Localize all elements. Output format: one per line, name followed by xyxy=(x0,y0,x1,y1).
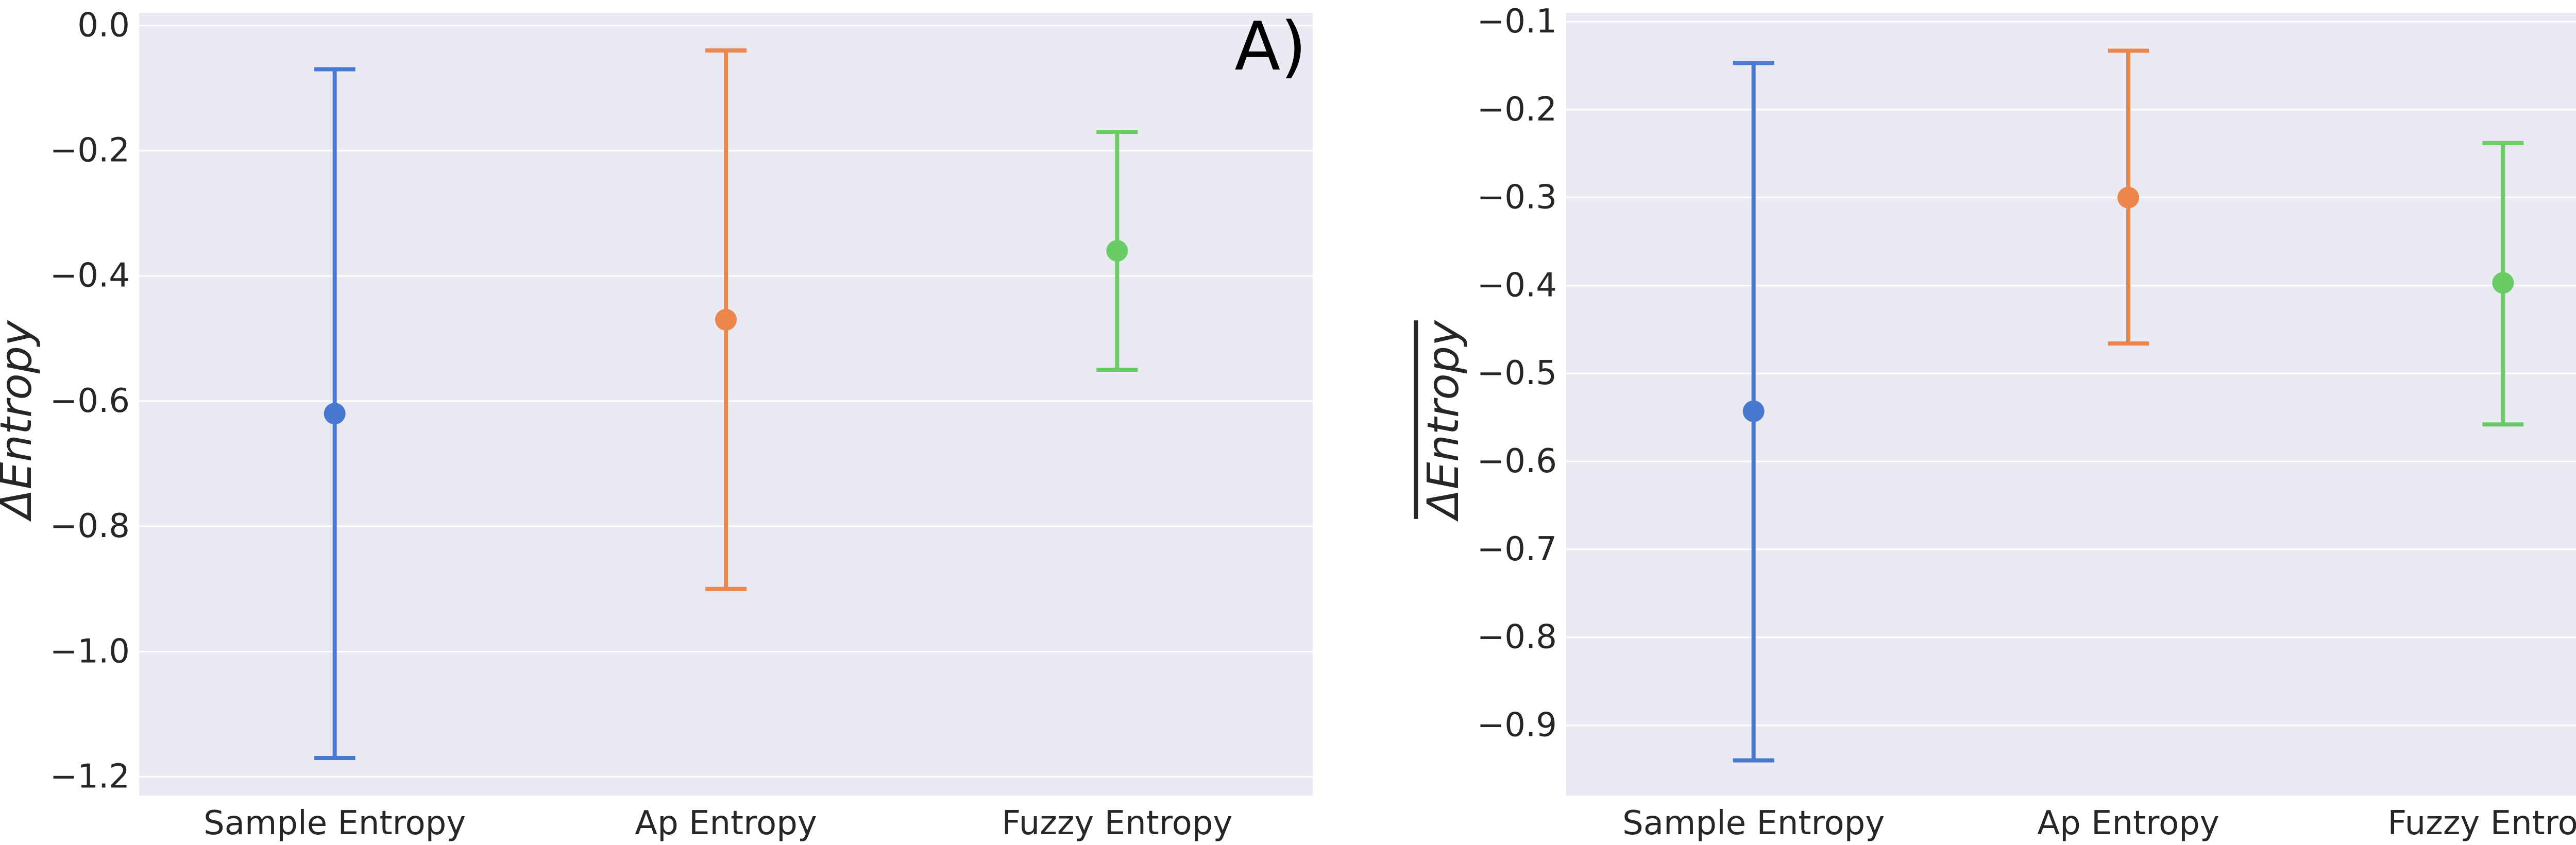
error-bar-ap-entropy xyxy=(2108,48,2149,346)
y-tick-label: −0.7 xyxy=(1477,530,1557,568)
mean-point xyxy=(715,308,737,331)
x-tick-label: Sample Entropy xyxy=(1622,804,1885,842)
mean-point xyxy=(2117,186,2139,209)
y-tick-label: −0.1 xyxy=(1477,3,1557,41)
panel-label: A) xyxy=(1234,7,1307,85)
y-axis-label: ΔEntropy xyxy=(1418,320,1468,522)
y-tick-label: −0.8 xyxy=(1477,618,1557,657)
y-tick-label: −0.2 xyxy=(1477,91,1557,129)
y-axis-label: ΔEntropy xyxy=(0,320,41,522)
y-tick-label: −0.9 xyxy=(1477,706,1557,744)
chart-panel-2: −0.1 −0.2 −0.3 −0.4 −0.5 −0.6 −0.7 −0.8 −0.9 Samp… xyxy=(1418,3,2576,842)
mean-point xyxy=(1106,240,1128,262)
mean-point xyxy=(2492,272,2514,294)
x-tick-label: Ap Entropy xyxy=(635,804,817,842)
error-bar-fuzzy-entropy xyxy=(1096,130,1138,372)
x-tick-label: Ap Entropy xyxy=(2037,804,2219,842)
y-tick-label: −0.6 xyxy=(1477,442,1557,480)
x-tick-label: Sample Entropy xyxy=(204,804,466,842)
y-tick-label: −0.4 xyxy=(50,257,130,295)
x-tick-label: Fuzzy Entropy xyxy=(1002,804,1232,842)
error-bar-sample-entropy xyxy=(1733,61,1774,763)
y-tick-label: −0.6 xyxy=(50,382,130,420)
y-tick-label: −1.0 xyxy=(50,632,130,670)
y-tick-label: −0.5 xyxy=(1477,354,1557,392)
y-tick-label: −1.2 xyxy=(50,758,130,796)
y-tick-label: −0.4 xyxy=(1477,266,1557,304)
chart-panel-1: 0.0 −0.2 −0.4 −0.6 −0.8 −1.0 −1.2 Sample Entrop… xyxy=(0,6,1313,842)
y-tick-label: −0.2 xyxy=(50,132,130,170)
mean-point xyxy=(324,403,346,425)
error-bar-ap-entropy xyxy=(705,48,747,591)
y-tick-label: 0.0 xyxy=(77,6,130,44)
mean-point xyxy=(1742,400,1765,422)
y-tick-label: −0.8 xyxy=(50,507,130,545)
error-bar-fuzzy-entropy xyxy=(2482,141,2524,427)
y-tick-label: −0.3 xyxy=(1477,179,1557,217)
plot-area xyxy=(1566,13,2576,796)
x-tick-label: Fuzzy Entropy xyxy=(2387,804,2576,842)
error-bar-sample-entropy xyxy=(314,67,355,761)
